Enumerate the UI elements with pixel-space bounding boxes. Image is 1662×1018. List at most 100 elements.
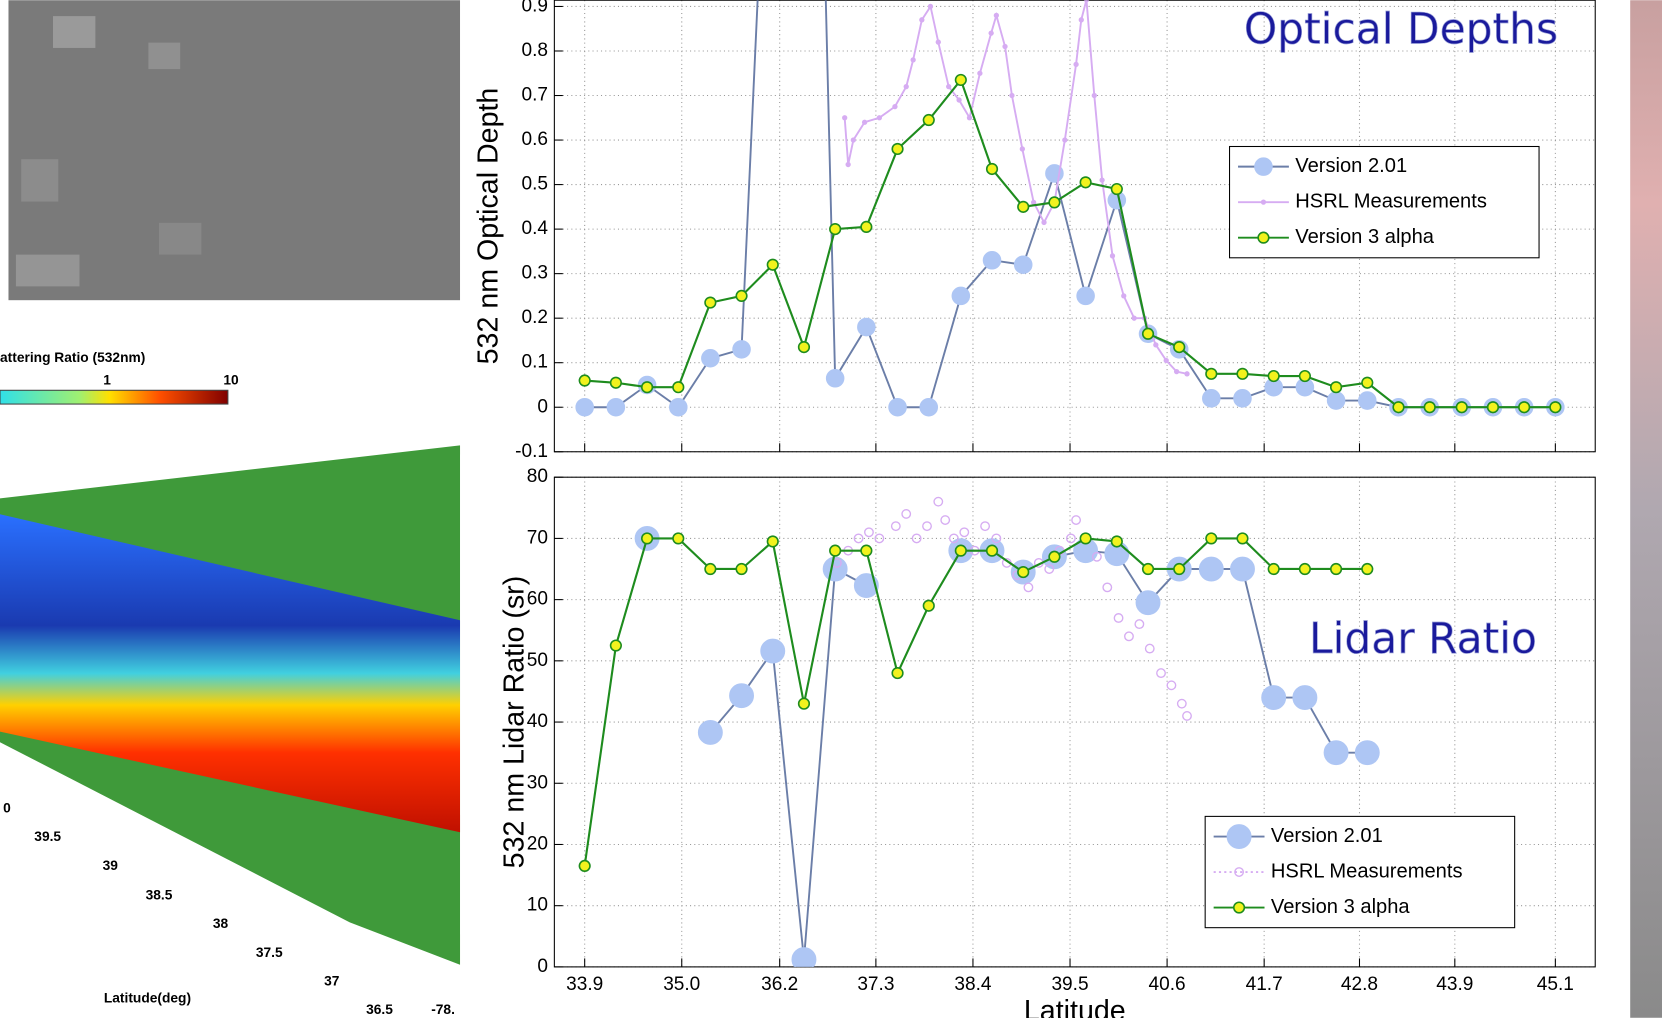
data-point [1230,556,1255,582]
data-point [1423,401,1436,414]
plot-frame [553,476,1596,968]
data-point [1121,293,1127,299]
data-point [1326,391,1346,410]
data-point [1166,680,1177,691]
data-point [760,638,786,664]
axis-tick: -78. [431,1002,455,1017]
y-tick-label: 0.3 [521,263,548,284]
axis-tick: 36.5 [366,1002,393,1017]
data-point [1261,685,1287,711]
data-point [1065,533,1076,544]
data-point [861,119,868,125]
data-point [797,697,811,710]
plot-area [578,496,1380,967]
data-point [609,376,622,389]
legend-label: HSRL Measurements [1295,190,1487,212]
data-point [919,17,925,23]
data-point [1009,92,1015,99]
y-tick-label: 0 [537,956,548,977]
data-point [1041,219,1047,226]
data-point [954,73,967,87]
data-point [911,533,922,544]
data-point [1361,376,1374,389]
data-point [1182,710,1192,721]
data-point [892,104,898,110]
data-point [1135,590,1161,616]
legend-marker [1260,199,1267,205]
axis-tick: 38 [213,916,229,931]
data-point [1124,631,1134,642]
y-tick-label: 40 [527,711,548,732]
data-point [640,532,654,545]
data-point [1233,389,1252,408]
x-tick-label: 45.1 [1537,974,1574,995]
data-point [1141,562,1155,576]
data-point [977,70,983,76]
data-point [857,317,876,337]
y-tick-label: 80 [527,466,548,487]
data-point [910,57,916,63]
y-tick-label: 0 [537,396,548,417]
data-point [1198,556,1224,582]
data-point [903,83,909,90]
data-point [697,720,723,745]
y-tick-label: 0.2 [521,307,548,328]
data-point [1163,357,1169,364]
legend-marker [1226,824,1252,849]
data-point [735,562,748,576]
y-tick-label: 0.1 [521,352,548,373]
data-point [1076,286,1095,306]
image-patch [148,42,181,70]
y-tick-label: 50 [527,650,548,671]
data-point [933,496,944,507]
data-point [1013,255,1033,275]
data-point [956,97,962,103]
x-tick-label: 37.3 [857,974,894,995]
y-tick-label: 0.6 [521,129,548,150]
colorbar-tick: 1 [103,372,111,387]
data-point [1176,698,1187,709]
data-point [985,544,999,557]
data-point [609,639,622,652]
data-point [829,223,842,236]
data-point [988,30,994,36]
data-point [1017,200,1030,213]
data-point [1202,389,1221,408]
legend-marker [1232,901,1246,914]
data-point [888,397,907,417]
data-point [1134,619,1145,630]
data-point [845,161,851,168]
data-point [1156,668,1166,679]
data-point [1062,137,1068,143]
data-point [948,533,959,544]
data-point [735,289,748,303]
x-tick-label: 35.0 [663,974,700,995]
y-tick-label: 0.7 [521,85,548,106]
y-tick-label: -0.1 [515,441,548,462]
data-point [1048,196,1061,209]
data-point [860,544,873,557]
y-axis-label: 532 nm Optical Depth [472,88,504,365]
data-point [922,113,935,127]
colorbar-tick: 10 [223,372,239,387]
data-point [890,521,901,532]
x-tick-label: 39.5 [1051,974,1088,995]
legend-label: Version 3 alpha [1271,896,1411,918]
image-patch [158,222,202,255]
data-point [825,369,845,388]
data-point [1549,401,1562,414]
data-point [951,286,971,306]
x-tick-label: 36.2 [761,974,798,995]
y-tick-label: 0.5 [521,174,548,195]
data-point [853,533,864,544]
data-point [1079,532,1092,545]
data-point [1102,582,1113,593]
data-point [1205,532,1218,545]
data-point [1002,43,1008,50]
data-point [1205,367,1218,380]
data-point [927,3,934,10]
data-point [1099,177,1105,183]
data-point [1518,401,1531,414]
data-point [766,535,779,548]
y-tick-label: 10 [527,895,548,916]
